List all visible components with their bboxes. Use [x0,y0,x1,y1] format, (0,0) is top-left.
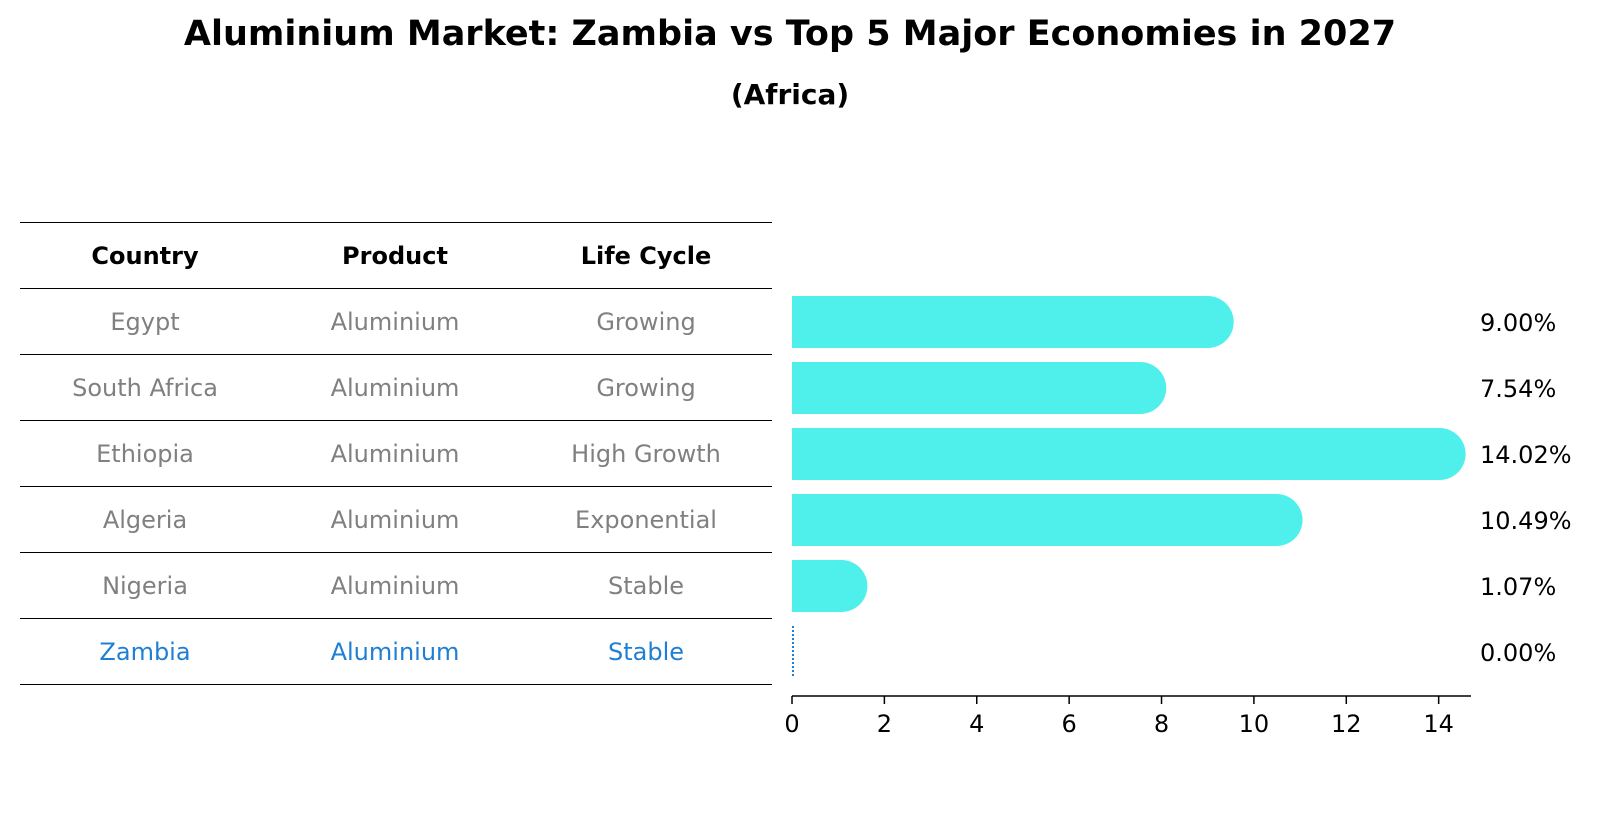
cell-product: Aluminium [330,373,460,402]
table-row: Nigeria Aluminium Stable [20,553,772,619]
bar-south-africa [792,362,1167,414]
table-row-highlight: Zambia Aluminium Stable [20,619,772,685]
bar-egypt [792,296,1234,348]
cell-product: Aluminium [330,571,460,600]
data-label: 0.00% [1480,639,1556,667]
x-tick-label: 14 [1423,710,1454,738]
cell-country: Egypt [110,307,180,336]
bar-nigeria [792,560,868,612]
cell-product: Aluminium [330,439,460,468]
table-row: Algeria Aluminium Exponential [20,487,772,553]
cell-life-cycle: High Growth [571,439,721,468]
header-product: Product [342,241,448,270]
cell-life-cycle: Exponential [575,505,717,534]
x-tick-label: 6 [1062,710,1077,738]
bar-ethiopia [792,428,1466,480]
table-row: Egypt Aluminium Growing [20,289,772,355]
data-label: 7.54% [1480,375,1556,403]
x-tick-label: 0 [784,710,799,738]
cell-country: Algeria [102,505,188,534]
table-row: Ethiopia Aluminium High Growth [20,421,772,487]
data-label: 1.07% [1480,573,1556,601]
cell-life-cycle: Growing [596,373,696,402]
cell-life-cycle: Growing [596,307,696,336]
x-tick-label: 4 [969,710,984,738]
table-header-row: Country Product Life Cycle [20,223,772,289]
bar-algeria [792,494,1303,546]
market-table: Country Product Life Cycle Egypt Alumini… [20,222,772,685]
x-tick-label: 10 [1239,710,1270,738]
cell-product: Aluminium [330,637,460,666]
cell-country: Ethiopia [96,439,194,468]
data-label: 9.00% [1480,309,1556,337]
cell-life-cycle: Stable [607,637,685,666]
x-tick-label: 12 [1331,710,1362,738]
x-tick-label: 2 [877,710,892,738]
cell-country: Nigeria [102,571,188,600]
x-tick-label: 8 [1154,710,1169,738]
cell-country: South Africa [72,373,218,402]
table-row: South Africa Aluminium Growing [20,355,772,421]
chart-subtitle: (Africa) [730,78,850,111]
data-label: 10.49% [1480,507,1572,535]
chart-title: Aluminium Market: Zambia vs Top 5 Major … [183,14,1397,54]
cell-country: Zambia [99,637,191,666]
data-label: 14.02% [1480,441,1572,469]
cell-product: Aluminium [330,505,460,534]
header-country: Country [91,241,199,270]
cell-life-cycle: Stable [607,571,685,600]
header-life-cycle: Life Cycle [580,241,712,270]
cell-product: Aluminium [330,307,460,336]
